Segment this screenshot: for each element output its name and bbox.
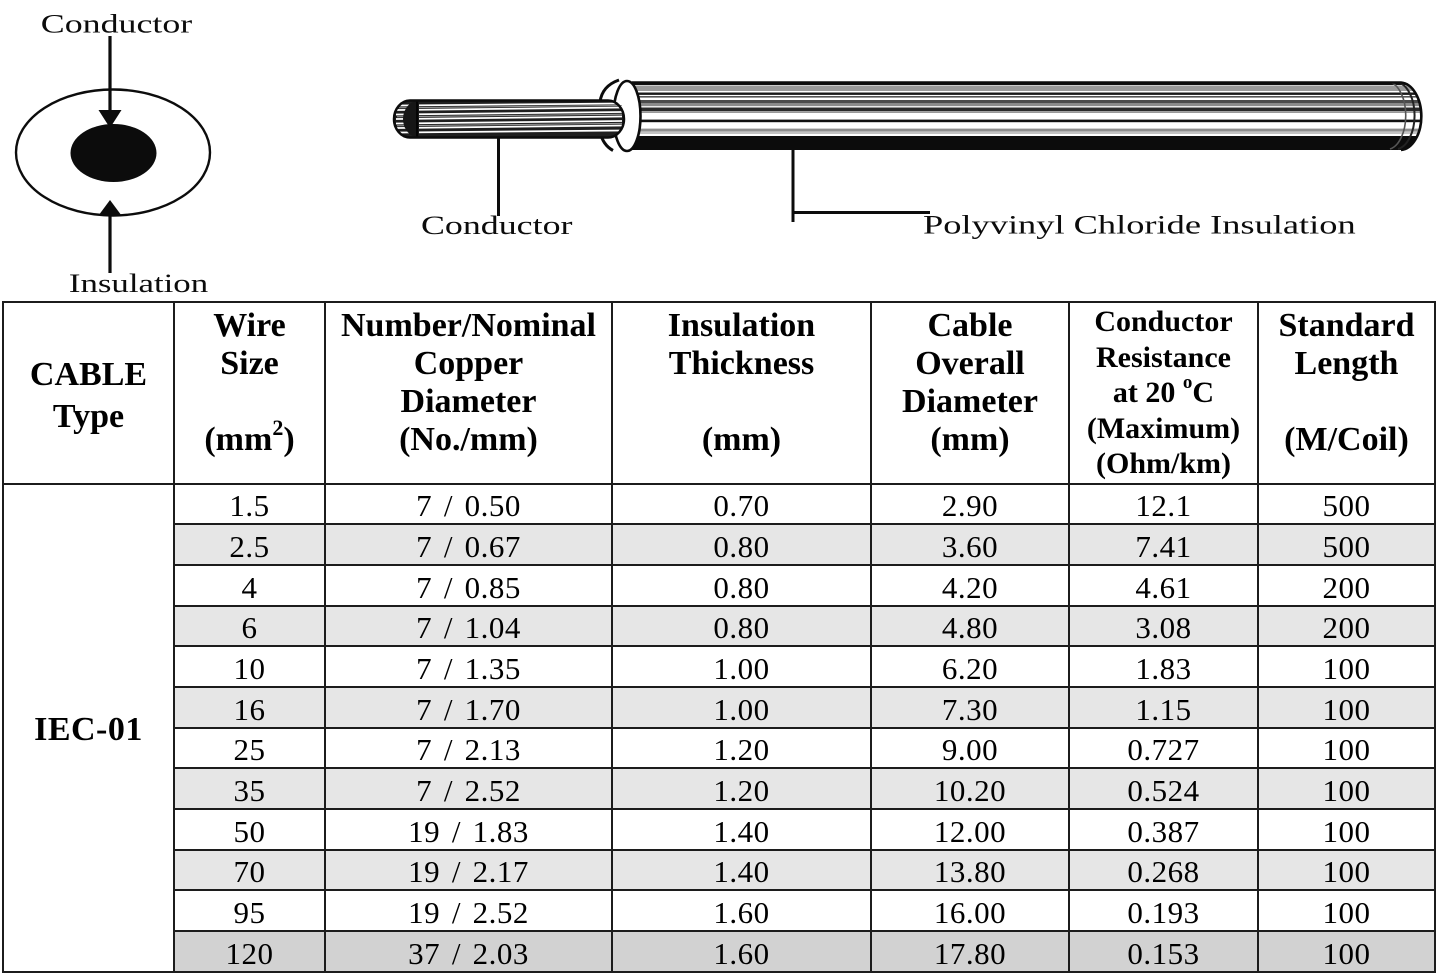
svg-text:Conductor: Conductor bbox=[41, 9, 193, 38]
svg-text:Conductor: Conductor bbox=[421, 211, 573, 240]
svg-text:Insulation: Insulation bbox=[69, 269, 208, 298]
svg-text:Polyvinyl Chloride Insulation: Polyvinyl Chloride Insulation bbox=[923, 210, 1356, 239]
